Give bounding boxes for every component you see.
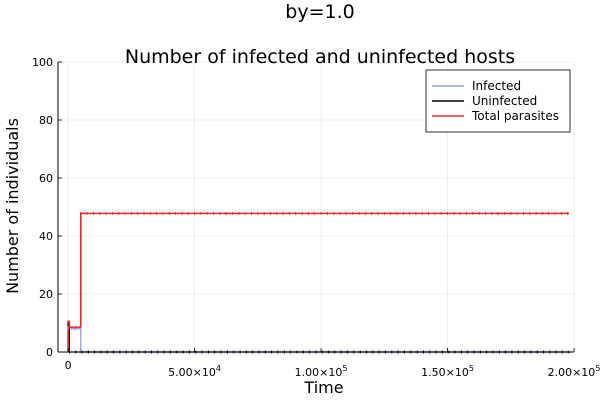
legend-label-total-parasites: Total parasites bbox=[471, 109, 559, 123]
series-markers-total-parasites bbox=[67, 211, 569, 329]
x-tick-label-4: 2.00×105 bbox=[548, 364, 600, 379]
legend-label-infected: Infected bbox=[472, 79, 521, 93]
axes bbox=[57, 61, 575, 353]
y-tick-label-2: 40 bbox=[39, 230, 53, 243]
legend-label-uninfected: Uninfected bbox=[472, 94, 537, 108]
y-tick-label-4: 80 bbox=[39, 114, 53, 127]
x-axis-label: Time bbox=[303, 378, 343, 397]
tick-labels: 0 20 40 60 80 100 0 5.00×104 1.00×105 1.50×105 2.0… bbox=[32, 56, 600, 379]
y-tick-label-5: 100 bbox=[32, 56, 53, 69]
chart-suptitle: by=1.0 bbox=[285, 1, 354, 23]
x-tick-label-0: 0 bbox=[65, 359, 72, 372]
grid bbox=[58, 61, 575, 353]
y-tick-label-0: 0 bbox=[46, 346, 53, 359]
y-tick-label-3: 60 bbox=[39, 172, 53, 185]
x-tick-label-3: 1.50×105 bbox=[421, 364, 474, 379]
y-axis-label: Number of individuals bbox=[3, 118, 22, 294]
y-tick-label-1: 20 bbox=[39, 288, 53, 301]
x-tick-label-1: 5.00×104 bbox=[168, 364, 221, 379]
chart-title: Number of infected and uninfected hosts bbox=[125, 46, 515, 68]
x-tick-label-2: 1.00×105 bbox=[295, 364, 348, 379]
